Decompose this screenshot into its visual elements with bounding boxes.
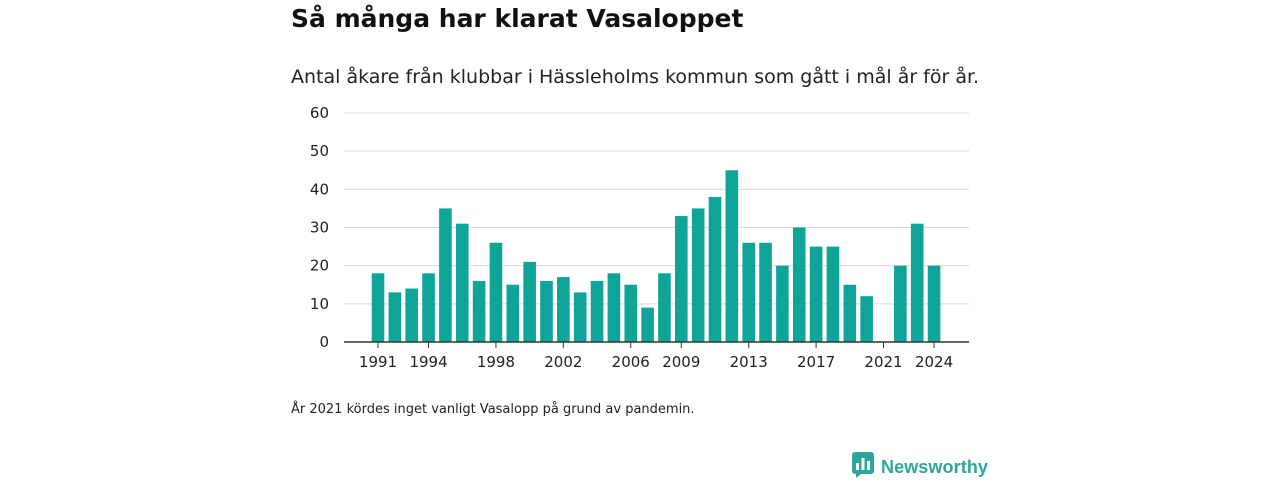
y-tick-label: 40 [310, 180, 329, 198]
bar-2005 [607, 273, 621, 342]
bar-2010 [691, 208, 705, 342]
bar-2009 [675, 216, 688, 342]
bar-2003 [573, 292, 587, 342]
bar-1992 [388, 292, 402, 342]
bar-2004 [590, 280, 604, 342]
x-tick-label: 1994 [409, 353, 447, 371]
footnote: År 2021 kördes inget vanligt Vasalopp på… [291, 402, 695, 417]
bars [371, 170, 941, 342]
bar-2023 [910, 223, 924, 342]
bar-2013 [742, 242, 755, 342]
bar-2012 [725, 170, 739, 342]
bar-2001 [540, 280, 553, 342]
bar-1997 [472, 280, 486, 342]
chart-title: Så många har klarat Vasaloppet [291, 4, 744, 33]
y-tick-label: 50 [310, 142, 329, 160]
bar-2014 [759, 242, 772, 342]
bar-2008 [658, 273, 671, 342]
brand-name: Newsworthy [881, 456, 989, 477]
y-tick-label: 0 [319, 333, 329, 351]
x-tick-label: 2009 [662, 353, 700, 371]
bar-2015 [776, 265, 789, 342]
gridlines [344, 112, 969, 305]
x-tick-label: 2021 [864, 353, 902, 371]
bar-1998 [489, 242, 503, 342]
bar-1991 [371, 273, 385, 342]
x-tick-label: 1998 [477, 353, 515, 371]
bar-2019 [843, 284, 857, 342]
brand-logo[interactable]: Newsworthy [852, 452, 988, 482]
y-tick-label: 60 [310, 104, 329, 122]
bar-2024 [927, 265, 941, 342]
x-tick-label: 2024 [915, 353, 953, 371]
bar-2000 [523, 261, 536, 342]
bar-1995 [439, 208, 452, 342]
bar-1994 [422, 273, 435, 342]
bar-2011 [708, 196, 722, 342]
bar-2007 [641, 307, 654, 342]
x-tick-label: 2013 [730, 353, 768, 371]
bar-2020 [860, 296, 873, 342]
x-tick-label: 2006 [612, 353, 650, 371]
x-axis-ticks: 1991 1994 1998 2002 2006 2009 2013 2017 2021 2024 [359, 342, 953, 371]
bar-2006 [624, 284, 638, 342]
y-axis-ticks: 0 10 20 30 40 50 60 [310, 104, 329, 351]
x-tick-label: 2017 [797, 353, 835, 371]
x-tick-label: 2002 [544, 353, 582, 371]
bar-1996 [455, 223, 469, 342]
bar-2017 [809, 246, 823, 342]
bar-2016 [792, 227, 806, 342]
bar-2022 [894, 265, 907, 342]
y-tick-label: 20 [310, 257, 329, 275]
x-tick-label: 1991 [359, 353, 397, 371]
newsworthy-chart-bubble-icon [852, 452, 874, 482]
bar-1999 [506, 284, 520, 342]
y-tick-label: 30 [310, 219, 329, 237]
chart-subtitle: Antal åkare från klubbar i Hässleholms k… [291, 66, 980, 88]
bar-2018 [826, 246, 840, 342]
bar-2002 [557, 277, 570, 342]
y-tick-label: 10 [310, 295, 329, 313]
bar-1993 [405, 288, 418, 342]
